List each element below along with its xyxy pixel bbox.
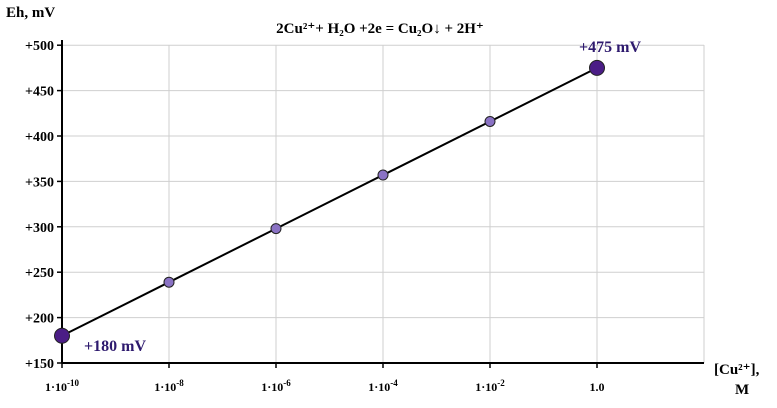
- data-point: [377, 169, 389, 181]
- data-point: [484, 115, 496, 127]
- x-tick-label: 1·10-8: [154, 378, 184, 394]
- x-tick-label: 1·10-2: [475, 378, 505, 394]
- x-tick-label: 1·10-10: [45, 378, 80, 394]
- x-tick-label: 1·10-4: [368, 378, 398, 394]
- data-point: [163, 276, 175, 288]
- annotation-high: +475 mV: [579, 39, 641, 56]
- endpoint-marker: [589, 59, 605, 76]
- y-tick-label: +250: [25, 266, 54, 281]
- y-tick-label: +200: [25, 312, 54, 327]
- y-tick-label: +300: [25, 221, 54, 236]
- endpoint-marker: [54, 327, 70, 344]
- x-tick-label: 1.0: [590, 380, 605, 394]
- y-tick-label: +400: [25, 130, 54, 145]
- data-point: [270, 223, 282, 235]
- annotation-low: +180 mV: [84, 338, 146, 355]
- x-tick-label: 1·10-6: [261, 378, 291, 394]
- y-axis-label: Eh, mV: [6, 5, 55, 21]
- x-axis-unit-label: M: [735, 382, 749, 398]
- y-tick-label: +350: [25, 175, 54, 190]
- x-axis-label: [Cu²⁺],: [714, 362, 760, 378]
- chart-title: 2Cu²⁺+ H₂O +2e = Cu₂O↓ + 2H⁺: [276, 21, 484, 37]
- y-tick-label: +500: [25, 39, 54, 54]
- series-line: [61, 67, 598, 337]
- series: +180 mV +475 mV: [54, 39, 641, 355]
- grid: [62, 44, 705, 363]
- y-tick-label: +450: [25, 85, 54, 100]
- y-tick-label: +150: [25, 357, 54, 372]
